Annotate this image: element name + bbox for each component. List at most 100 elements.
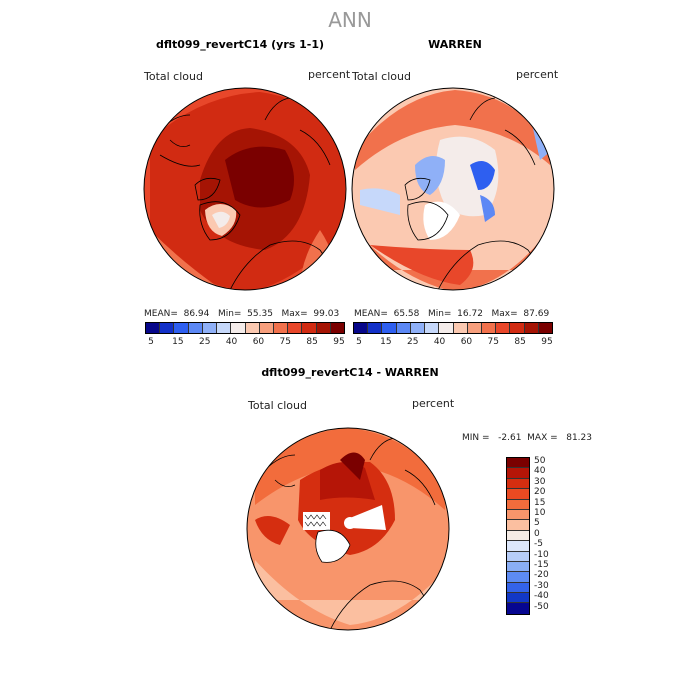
map-warren-total-cloud (352, 88, 554, 290)
panel3-stats: MIN = -2.61 MAX = 81.23 (462, 433, 592, 443)
colorbar-tick-label: 15 (380, 337, 392, 347)
colorbar-tick-label: 75 (487, 337, 500, 347)
colorbar-tick-label: 25 (406, 337, 419, 347)
colorbar-swatch (425, 323, 440, 333)
colorbar-tick-label: 60 (460, 337, 473, 347)
colorbar-tick-label: 25 (198, 337, 211, 347)
panel1-variable-label: Total cloud (144, 70, 203, 83)
colorbar-swatches (145, 322, 345, 334)
colorbar-tick-label: -30 (534, 580, 549, 591)
colorbar-swatch (245, 323, 260, 333)
colorbar-swatch (354, 323, 369, 333)
colorbar-tick-label: 40 (433, 337, 446, 347)
panel1-unit-label: percent (308, 68, 351, 81)
colorbar-swatch (507, 478, 529, 490)
colorbar-swatch (524, 323, 539, 333)
panel1-title: dflt099_revertC14 (yrs 1-1) (155, 38, 325, 51)
panel3-colorbar (506, 457, 530, 615)
colorbar-swatch (302, 323, 317, 333)
colorbar-tick-label: -40 (534, 591, 549, 602)
panel2-unit-label: percent (516, 68, 559, 81)
colorbar-tick-label: 5 (148, 337, 154, 347)
colorbar-swatch (507, 593, 529, 604)
colorbar-tick-label: 10 (534, 508, 546, 518)
colorbar-swatch (507, 603, 529, 614)
colorbar-swatch (507, 499, 529, 510)
colorbar-swatch (368, 323, 383, 333)
colorbar-tick-labels: 50 40 30 20 15 10 5 0 -5 -10 -15 -20 -30 -40 -50 (534, 456, 574, 627)
colorbar-swatch (396, 323, 411, 333)
colorbar-swatches (353, 322, 553, 334)
colorbar-swatch (496, 323, 511, 333)
colorbar-swatch (316, 323, 331, 333)
colorbar-tick-label: 95 (333, 337, 345, 347)
colorbar-tick-label: 5 (534, 518, 540, 529)
colorbar-tick-label: -10 (534, 549, 549, 560)
colorbar-swatch (330, 323, 345, 333)
colorbar-swatch (507, 458, 529, 469)
colorbar-tick-label: 40 (534, 466, 546, 477)
colorbar-swatch (273, 323, 289, 333)
colorbar-swatch (467, 323, 482, 333)
colorbar-swatch (507, 582, 529, 594)
colorbar-swatch (410, 323, 426, 333)
colorbar-swatch (507, 489, 529, 500)
colorbar-tick-label: 20 (534, 487, 546, 498)
colorbar-tick-label: 0 (534, 528, 540, 539)
colorbar-swatch (507, 468, 529, 479)
colorbar-swatch (259, 323, 274, 333)
colorbar-tick-label: 15 (172, 337, 184, 347)
colorbar-swatch (507, 551, 529, 562)
colorbar-swatch (453, 323, 468, 333)
colorbar-tick-label: 50 (534, 456, 546, 466)
colorbar-swatch (439, 323, 454, 333)
panel2-title: WARREN (428, 38, 482, 51)
colorbar-swatch (507, 520, 529, 531)
colorbar-tick-label: -5 (534, 539, 543, 550)
colorbar-swatch (507, 561, 529, 573)
colorbar-swatch (481, 323, 497, 333)
colorbar-tick-label: 40 (225, 337, 238, 347)
colorbar-swatch (507, 541, 529, 552)
colorbar-swatch (382, 323, 397, 333)
colorbar-tick-label: 85 (514, 337, 526, 347)
panel1-colorbar: 5 15 25 40 60 75 85 95 (145, 322, 345, 349)
colorbar-swatch (510, 323, 525, 333)
map-difference-total-cloud (247, 428, 449, 630)
panel3-unit-label: percent (412, 397, 455, 410)
colorbar-tick-labels: 5 15 25 40 60 75 85 95 (145, 337, 345, 349)
colorbar-swatch (507, 530, 529, 542)
colorbar-swatch (202, 323, 218, 333)
figure-title: ANN (328, 8, 372, 32)
colorbar-tick-label: 85 (306, 337, 318, 347)
colorbar-swatch (288, 323, 303, 333)
panel2-variable-label: Total cloud (352, 70, 411, 83)
colorbar-tick-label: 30 (534, 476, 546, 487)
colorbar-swatch (188, 323, 203, 333)
colorbar-swatch (217, 323, 232, 333)
colorbar-swatch (538, 323, 553, 333)
colorbar-swatch (174, 323, 189, 333)
colorbar-swatches (506, 457, 530, 615)
colorbar-swatch (231, 323, 246, 333)
colorbar-tick-labels: 5 15 25 40 60 75 85 95 (353, 337, 553, 349)
panel2-stats: MEAN= 65.58 Min= 16.72 Max= 87.69 (354, 309, 550, 319)
colorbar-swatch (507, 509, 529, 521)
panel3-title: dflt099_revertC14 - WARREN (261, 366, 439, 379)
map-model-total-cloud (144, 88, 346, 290)
panel2-colorbar: 5 15 25 40 60 75 85 95 (353, 322, 553, 349)
colorbar-tick-label: -50 (534, 601, 549, 612)
colorbar-tick-label: 15 (534, 497, 546, 508)
colorbar-swatch (146, 323, 161, 333)
panel1-stats: MEAN= 86.94 Min= 55.35 Max= 99.03 (144, 309, 340, 319)
colorbar-swatch (160, 323, 175, 333)
colorbar-swatch (507, 572, 529, 583)
colorbar-tick-label: -15 (534, 560, 549, 570)
colorbar-tick-label: 75 (279, 337, 292, 347)
colorbar-tick-label: 5 (356, 337, 362, 347)
colorbar-tick-label: -20 (534, 570, 549, 581)
panel3-variable-label: Total cloud (248, 399, 307, 412)
colorbar-tick-label: 60 (252, 337, 265, 347)
colorbar-tick-label: 95 (541, 337, 553, 347)
